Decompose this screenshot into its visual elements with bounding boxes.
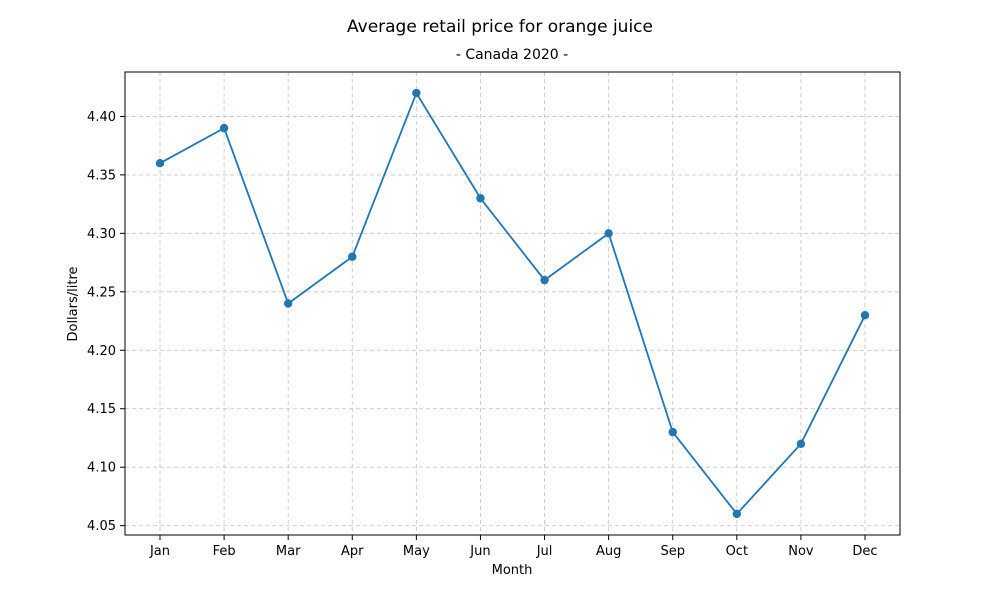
y-tick-label: 4.15 [87, 402, 116, 417]
data-point-may [412, 88, 421, 98]
y-tick-label: 4.40 [87, 110, 116, 125]
x-tick-label: Aug [596, 544, 621, 559]
y-tick-label: 4.05 [87, 519, 116, 534]
x-tick-label: Oct [726, 544, 748, 559]
y-tick-label: 4.30 [87, 227, 116, 242]
data-point-oct [732, 509, 742, 519]
data-point-nov [796, 439, 806, 449]
plot-frame [124, 71, 901, 536]
y-tick-label: 4.20 [87, 344, 116, 359]
data-point-feb [219, 123, 229, 133]
chart-subtitle: - Canada 2020 - [456, 47, 568, 63]
data-point-dec [860, 310, 870, 320]
x-tick-label: Apr [341, 544, 364, 559]
x-axis-label: Month [492, 563, 533, 578]
data-point-aug [604, 229, 613, 238]
chart-title: Average retail price for orange juice [347, 17, 653, 37]
data-point-jul [540, 275, 549, 285]
x-tick-label: Dec [852, 544, 877, 559]
series-line [159, 92, 866, 515]
x-tick-label: Nov [788, 544, 814, 559]
x-tick-label: Feb [213, 544, 236, 559]
y-axis-label: Dollars/litre [66, 266, 81, 341]
data-series [155, 88, 870, 519]
data-point-jun [476, 194, 485, 203]
x-tick-label: Sep [660, 544, 685, 559]
y-tick-label: 4.25 [87, 285, 116, 300]
x-tick-label: Jul [536, 544, 553, 559]
data-point-apr [348, 252, 357, 261]
axis-ticks: Jan Feb Mar Apr May Jun Jul Aug Sep Oct Nov Dec 4.05… [87, 110, 878, 559]
x-tick-label: Jan [149, 544, 170, 559]
data-point-sep [668, 427, 677, 437]
x-tick-label: Mar [276, 544, 301, 559]
y-tick-label: 4.35 [87, 168, 116, 183]
y-tick-label: 4.10 [87, 461, 116, 476]
grid-lines [125, 72, 900, 535]
x-tick-label: Jun [469, 544, 490, 559]
x-tick-label: May [403, 544, 430, 559]
data-point-mar [283, 299, 293, 308]
data-point-jan [155, 158, 165, 168]
